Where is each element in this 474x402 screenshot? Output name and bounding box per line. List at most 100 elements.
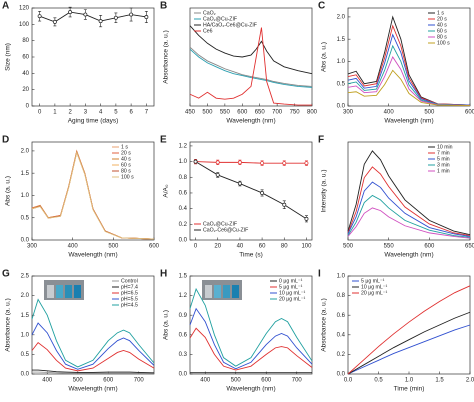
y-tick-label: 0.0	[337, 372, 346, 378]
data-line	[347, 166, 471, 236]
y-tick-label: 0.0	[179, 372, 188, 378]
x-tick-label: 7	[145, 110, 149, 116]
y-tick-label: 0.0	[21, 238, 30, 244]
plot-frame	[347, 7, 471, 107]
y-tick-label: 1.0	[179, 159, 188, 165]
y-tick-label: 2.0	[21, 293, 30, 299]
data-line	[347, 24, 471, 106]
panel-label: H	[160, 269, 167, 280]
x-tick-label: 500	[231, 378, 242, 384]
legend-label: CaO₂	[203, 10, 216, 16]
plot-frame	[31, 7, 155, 107]
legend-label: 60 s	[437, 28, 447, 34]
legend-label: 10 μg mL⁻¹	[361, 284, 387, 290]
y-axis-label: Abs (a. u.)	[5, 176, 12, 206]
panel-label: G	[2, 269, 10, 280]
x-tick-label: 400	[42, 378, 53, 384]
legend-label: HA/CaO₂-Ce6@Cu-ZIF	[203, 22, 257, 28]
x-axis-label: Wavelength (nm)	[68, 252, 117, 259]
y-axis-label: Absorbance (a. u.)	[5, 298, 12, 351]
y-tick-label: 0.6	[337, 313, 346, 319]
x-tick-label: 0.0	[344, 378, 353, 384]
x-tick-label: 4	[99, 110, 103, 116]
legend-label: CaO₂@Cu-ZIF	[203, 221, 237, 227]
y-tick-label: 2.0	[337, 14, 346, 20]
data-point	[304, 161, 309, 166]
data-line	[347, 44, 471, 107]
x-axis-label: Aging time (days)	[68, 118, 119, 125]
data-line	[189, 25, 313, 75]
legend-label: 5 μg mL⁻¹	[361, 278, 385, 284]
data-line	[195, 161, 307, 164]
data-point	[282, 202, 287, 207]
y-tick-label: 1.5	[337, 37, 346, 43]
legend-label: pH=5.5	[121, 296, 138, 302]
legend-label: 7 min	[437, 150, 450, 156]
panel-label: I	[318, 269, 321, 280]
plot-frame	[31, 141, 155, 241]
data-point	[129, 12, 134, 17]
y-axis-label: Abs (a. u.)	[321, 42, 328, 72]
x-axis-label: Wavelength (nm)	[384, 252, 433, 259]
x-tick-label: 40	[237, 244, 244, 250]
data-point	[37, 14, 42, 19]
panel-label: F	[318, 135, 324, 146]
y-tick-label: 1.2	[179, 293, 188, 299]
x-tick-label: 500	[343, 244, 354, 250]
x-tick-label: 1.0	[405, 378, 414, 384]
legend-label: 3 min	[437, 162, 450, 168]
x-tick-label: 700	[134, 378, 145, 384]
y-axis-label: Absorbance (a. u.)	[321, 298, 328, 351]
x-tick-label: 0	[194, 244, 198, 250]
data-point	[260, 161, 265, 166]
data-line	[31, 298, 155, 368]
data-point	[304, 216, 309, 221]
data-line	[347, 324, 471, 375]
y-tick-label: 0	[26, 104, 30, 110]
y-tick-label: 80	[22, 38, 29, 44]
y-axis-label: Intensity (a. u.)	[321, 170, 328, 213]
data-line	[347, 150, 471, 236]
data-line	[31, 342, 155, 372]
data-line	[347, 181, 471, 237]
data-point	[83, 12, 88, 17]
data-line	[31, 150, 155, 240]
legend-label: pH=7.4	[121, 284, 138, 290]
x-tick-label: 600	[149, 244, 160, 250]
y-tick-label: 120	[19, 6, 30, 12]
data-line	[32, 371, 154, 374]
plot-frame	[189, 141, 313, 241]
panel-label: E	[160, 135, 167, 146]
legend-label: 0 μg mL⁻¹	[279, 278, 303, 284]
data-line	[31, 149, 155, 240]
y-tick-label: 0.6	[179, 332, 188, 338]
y-tick-label: 2.5	[21, 274, 30, 280]
y-tick-label: 0.9	[179, 313, 188, 319]
data-point	[98, 19, 103, 24]
x-tick-label: 2.0	[466, 378, 474, 384]
legend-label: 80 s	[437, 34, 447, 40]
data-line	[347, 311, 471, 375]
x-tick-label: 5	[114, 110, 118, 116]
x-tick-label: 600	[103, 378, 114, 384]
x-tick-label: 1.5	[435, 378, 444, 384]
data-line	[347, 207, 471, 239]
inset-photo	[44, 280, 84, 300]
legend-label: 40 s	[437, 22, 447, 28]
data-line	[189, 27, 312, 106]
legend-label: CaO₂-Ce6@Cu-ZIF	[203, 227, 248, 233]
legend-label: 1 s	[121, 144, 128, 150]
y-tick-label: 100	[19, 22, 30, 28]
inset-photo	[202, 280, 242, 300]
legend-label: Control	[121, 278, 138, 284]
y-tick-label: 0.4	[179, 206, 188, 212]
legend-label: 10 μg mL⁻¹	[279, 290, 305, 296]
x-tick-label: 700	[272, 110, 283, 116]
data-line	[39, 11, 147, 23]
plot-frame	[347, 141, 471, 241]
plot-frame	[31, 275, 155, 375]
x-tick-label: 700	[292, 378, 303, 384]
y-tick-label: 1.0	[21, 193, 30, 199]
panel-label: B	[160, 1, 167, 12]
